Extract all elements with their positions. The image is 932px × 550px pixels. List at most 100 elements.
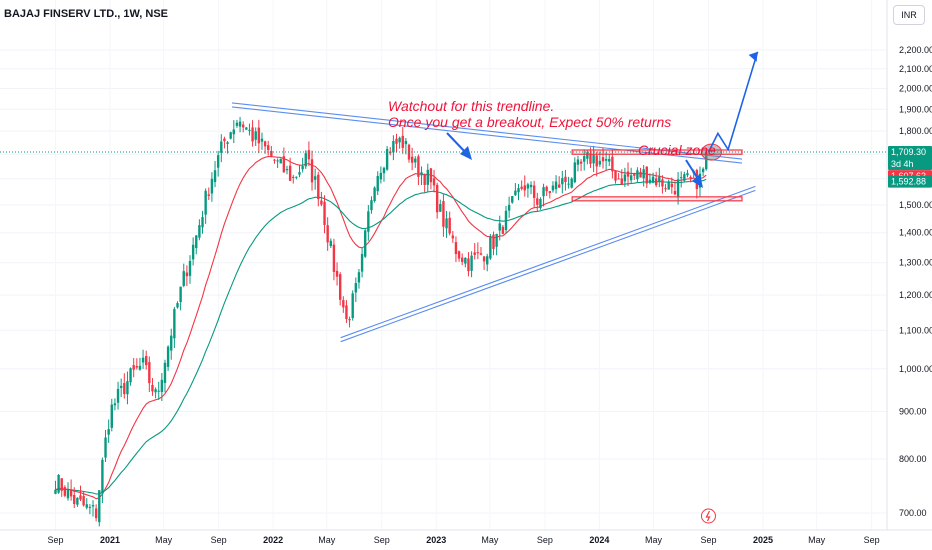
price-tick-label: 900.00 — [899, 406, 927, 416]
candle-body — [185, 272, 189, 277]
price-tick-label: 1,500.00 — [899, 200, 932, 210]
candle-body — [429, 168, 433, 183]
time-tick-label: 2025 — [753, 535, 773, 545]
candle-body — [201, 217, 204, 228]
candle-body — [148, 362, 151, 384]
candle-body — [338, 274, 342, 300]
candle-body — [345, 305, 348, 320]
price-tick-label: 700.00 — [899, 508, 927, 518]
candle-body — [661, 179, 664, 187]
candle-body — [667, 181, 670, 190]
price-tick-label: 1,900.00 — [899, 104, 932, 114]
price-tick-label: 2,000.00 — [899, 84, 932, 94]
price-tick-label: 800.00 — [899, 454, 927, 464]
candle-body — [329, 240, 332, 247]
ascending-trendline[interactable] — [340, 185, 756, 339]
candle-body — [301, 166, 304, 170]
candle-body — [132, 365, 135, 370]
candle-body — [683, 174, 686, 181]
candle-body — [251, 127, 254, 142]
candle-body — [364, 230, 367, 257]
symbol-title[interactable]: BAJAJ FINSERV LTD., 1W, NSE — [4, 8, 169, 20]
candle-body — [113, 403, 117, 406]
candle-body — [629, 175, 633, 181]
candle-body — [626, 171, 630, 177]
candle-body — [79, 495, 82, 500]
time-tick-label: May — [645, 535, 663, 545]
candle-body — [492, 234, 495, 249]
forecast-path[interactable] — [707, 51, 759, 153]
candle-body — [439, 204, 442, 212]
price-tick-label: 1,300.00 — [899, 258, 932, 268]
candle-body — [154, 389, 157, 393]
candle-body — [238, 121, 242, 127]
candle-body — [170, 335, 173, 351]
drawing-tools[interactable] — [0, 51, 887, 343]
candle-body — [376, 176, 379, 192]
candle-body — [210, 178, 214, 194]
candle-body — [229, 132, 232, 139]
candle-body — [511, 196, 514, 203]
candle-body — [598, 160, 602, 165]
time-axis[interactable]: Sep 2021 May Sep 2022 May Sep 2023 May Sep 2024 May… — [0, 508, 932, 545]
ascending-trendline-parallel[interactable] — [340, 189, 756, 343]
candle-body — [204, 190, 207, 215]
time-tick-label: May — [318, 535, 336, 545]
candle-body — [166, 346, 170, 367]
crucial-arrow-head — [692, 174, 703, 188]
candle-body — [620, 178, 623, 185]
candle-body — [382, 167, 386, 174]
candle-body — [548, 191, 552, 193]
candle-body — [270, 150, 273, 157]
candle-body — [410, 156, 414, 163]
candle-body — [360, 253, 364, 272]
candle-body — [601, 157, 605, 162]
candle-body — [417, 156, 420, 177]
last-price: 1,709.30 — [891, 147, 926, 157]
candle-body — [54, 489, 57, 494]
time-tick-label: 2022 — [263, 535, 283, 545]
currency-button[interactable]: INR — [893, 5, 925, 25]
candle-body — [614, 170, 617, 181]
chart-grid — [0, 49, 887, 514]
price-tick-label: 2,200.00 — [899, 45, 932, 55]
candle-body — [501, 226, 505, 234]
lightning-icon — [705, 510, 711, 522]
candle-body — [276, 160, 279, 162]
candle-body — [404, 140, 408, 145]
candle-body — [313, 176, 317, 180]
price-tick-label: 1,000.00 — [899, 364, 932, 374]
candle-body — [254, 131, 257, 140]
candle-body — [260, 138, 264, 142]
candle-body — [426, 169, 429, 185]
ema-slow-bg — [888, 175, 932, 188]
support-zone[interactable] — [571, 196, 743, 202]
candle-body — [398, 137, 401, 143]
candle-body — [539, 198, 542, 209]
candle-body — [470, 255, 473, 271]
candle-body — [617, 178, 620, 180]
candle-body — [658, 176, 661, 182]
candle-body — [245, 127, 248, 130]
candle-body — [701, 168, 705, 173]
price-axis[interactable]: 2,200.00 2,100.00 2,000.00 1,900.00 1,800.00… — [886, 0, 932, 530]
event-flash-icon[interactable] — [700, 508, 716, 524]
candle-body — [476, 252, 480, 254]
time-tick-label: 2021 — [100, 535, 120, 545]
candle-body — [191, 244, 195, 260]
candle-body — [207, 194, 210, 196]
candle-body — [235, 122, 239, 126]
candle-body — [498, 223, 501, 231]
candle-body — [673, 190, 677, 195]
candle-body — [689, 176, 692, 178]
time-tick-label: Sep — [537, 535, 553, 545]
candle-body — [604, 159, 608, 161]
candle-body — [529, 184, 533, 188]
candle-body — [645, 166, 648, 184]
candle-body — [592, 154, 595, 164]
candle-body — [489, 236, 492, 259]
candle-body — [589, 153, 592, 164]
candle-body — [88, 506, 92, 508]
